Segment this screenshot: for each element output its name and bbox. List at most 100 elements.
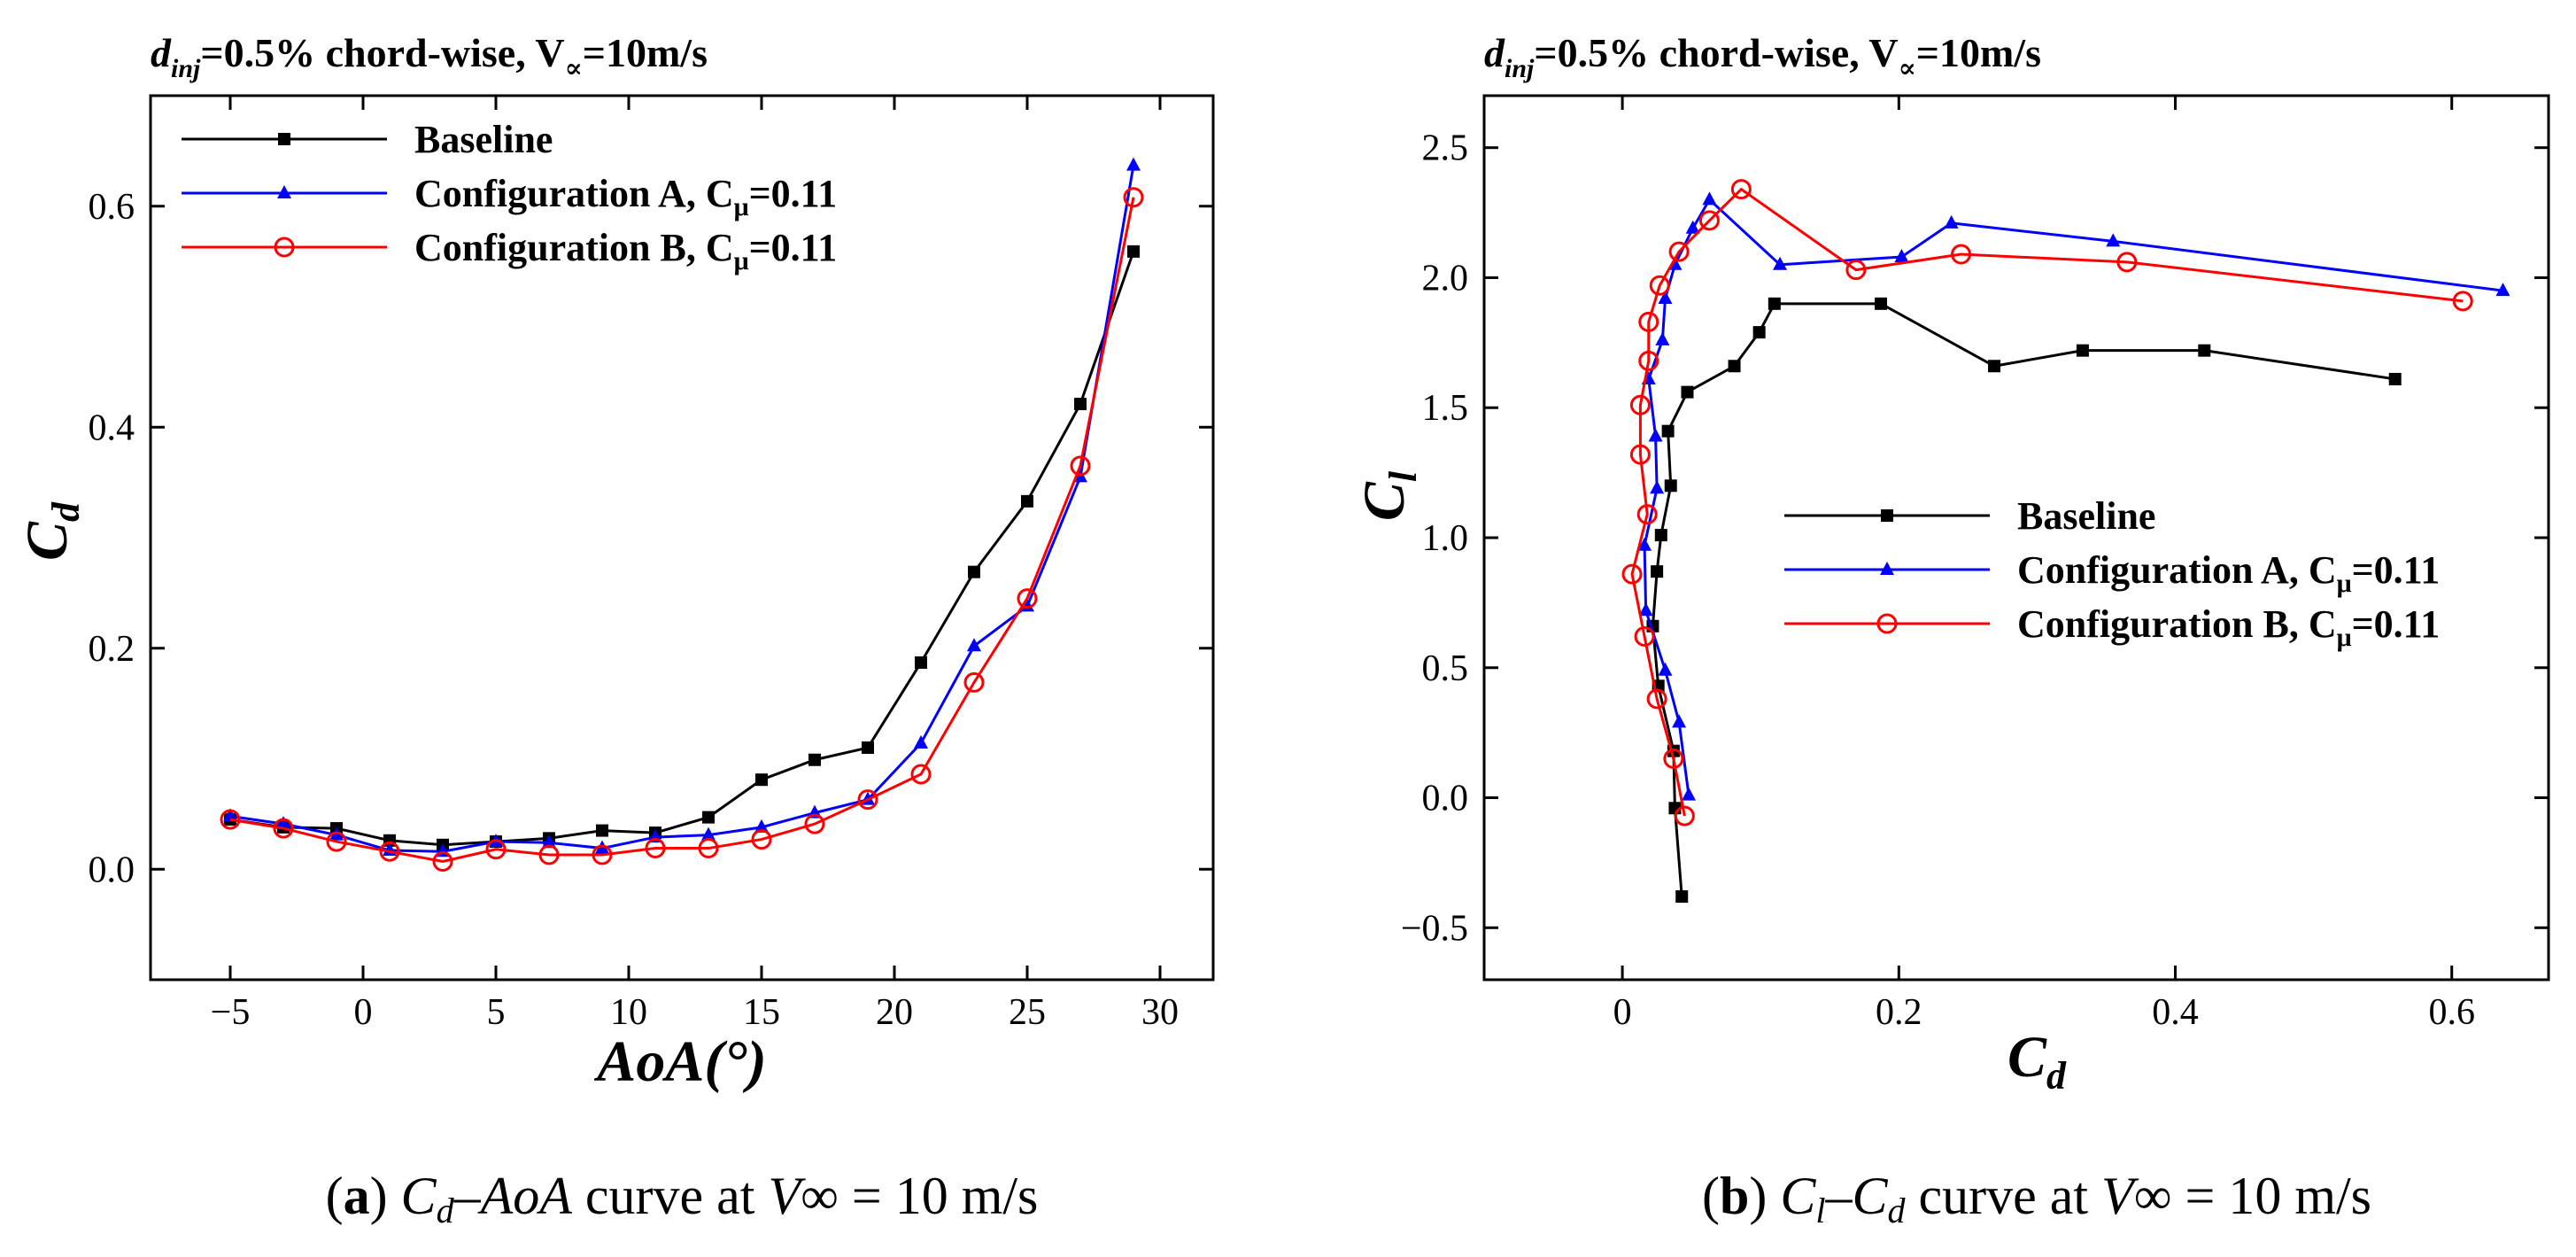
- panel-a-series-2-point: [1017, 588, 1038, 609]
- panel-a-x-tick-label: −5: [211, 992, 251, 1033]
- panel-b-series-2-point: [1636, 504, 1658, 525]
- panel-a-y-tick-label: 0.4: [89, 407, 135, 448]
- panel-a-series-0-point: [596, 824, 608, 837]
- panel-a-series-0-point: [808, 753, 821, 766]
- panel-a-x-tick-label: 15: [743, 992, 780, 1033]
- panel-b-legend-label-2: Configuration B, Cμ=0.11: [2017, 602, 2440, 652]
- panel-a-series-1-point: [967, 638, 981, 652]
- panel-a-series-1-point: [276, 816, 290, 830]
- panel-a-legend-marker-2: [274, 237, 295, 258]
- panel-a-legend: Baseline Configuration A, Cμ=0.11 Configur…: [182, 118, 837, 275]
- panel-b: dinj=0.5% chord-wise, V∝=10m/s 0 0.2 0.4 0.…: [1352, 30, 2550, 1230]
- panel-a-series-2-point: [645, 838, 666, 859]
- panel-a-title: dinj=0.5% chord-wise, V∝=10m/s: [151, 30, 708, 83]
- panel-a-series-0-point: [915, 656, 927, 669]
- panel-b-series-2-point: [1621, 563, 1643, 585]
- panel-b-series-0-point: [1681, 385, 1694, 399]
- panel-b-series-1: [1637, 191, 2510, 801]
- panel-a-series-0-point: [1127, 244, 1140, 258]
- panel-a-legend-label-0: Baseline: [414, 118, 553, 161]
- panel-b-x-tick-label: 0.6: [2428, 992, 2475, 1033]
- panel-b-series-1-point: [1650, 480, 1665, 494]
- panel-a: dinj=0.5% chord-wise, V∝=10m/s −5 0 5 10 15 2…: [15, 30, 1215, 1230]
- panel-a-x-tick-label: 25: [1009, 992, 1046, 1033]
- panel-b-series-1-point: [1658, 662, 1673, 676]
- panel-a-series-0-point: [968, 565, 980, 578]
- panel-b-x-axis-label: Cd: [2007, 1025, 2067, 1098]
- panel-a-series-2-point: [751, 829, 772, 850]
- panel-b-series-0-point: [1664, 479, 1677, 493]
- panel-b-series-0-point: [1728, 360, 1741, 373]
- panel-b-x-tick-label: 0.2: [1876, 992, 1922, 1033]
- panel-a-series-2-point: [379, 841, 400, 862]
- panel-b-plot-area: 0 0.2 0.4 0.6 −0.5 0.0 0.5 1.0 1.5 2.0 2.5: [1401, 94, 2550, 1033]
- panel-a-series-2-point: [432, 851, 453, 873]
- panel-a-y-axis-label: Cd: [15, 501, 88, 561]
- panel-b-legend: Baseline Configuration A, Cμ=0.11Configur…: [1784, 494, 2440, 652]
- panel-b-ticks: 0 0.2 0.4 0.6 −0.5 0.0 0.5 1.0 1.5 2.0 2.5: [1401, 96, 2549, 1033]
- panel-b-series-2: [1621, 179, 2473, 826]
- panel-a-series-2-point: [1070, 455, 1091, 477]
- panel-a-series-2-point: [963, 671, 985, 693]
- panel-a-series-2-point: [326, 831, 347, 852]
- panel-a-legend-label-2: Configuration B, Cμ=0.11: [414, 226, 837, 275]
- panel-a-series-1-point: [542, 834, 556, 849]
- panel-b-legend-marker-1: [1880, 562, 1894, 575]
- panel-b-series-2-point: [1629, 394, 1651, 415]
- panel-b-frame: [1482, 94, 2550, 982]
- panel-a-series-group: [220, 157, 1144, 873]
- panel-b-series-2-point: [1638, 350, 1659, 371]
- panel-a-series-2-point: [804, 813, 825, 834]
- panel-a-series-1-point: [1020, 598, 1034, 612]
- panel-a-series-2: [220, 187, 1144, 873]
- panel-a-series-1-point: [701, 826, 716, 841]
- panel-a-series-0-point: [862, 741, 874, 755]
- panel-a-series-2-point: [1123, 187, 1144, 208]
- panel-b-series-group: [1621, 179, 2510, 904]
- panel-a-x-tick-label: 5: [487, 992, 506, 1033]
- panel-b-series-0-point: [1654, 529, 1667, 542]
- panel-b-x-tick-label: 0: [1613, 992, 1632, 1033]
- panel-b-series-0-point: [1988, 360, 2001, 373]
- panel-b-y-tick-label: 1.5: [1422, 388, 1469, 429]
- panel-b-legend-marker-2: [1876, 613, 1898, 634]
- panel-a-x-tick-label: 0: [354, 992, 373, 1033]
- panel-a-ticks: −5 0 5 10 15 20 25 30 0.0 0.2 0.4 0.6: [89, 96, 1213, 1033]
- panel-a-series-0-point: [1021, 494, 1033, 508]
- panel-b-series-1-point: [1682, 787, 1697, 801]
- panel-a-x-tick-label: 20: [876, 992, 913, 1033]
- panel-a-series-2-point: [910, 764, 932, 785]
- panel-b-series-0-line: [1651, 302, 2395, 897]
- panel-b-series-0-point: [2388, 372, 2402, 385]
- panel-b-y-tick-label: −0.5: [1401, 908, 1468, 949]
- panel-b-series-2-point: [1845, 260, 1867, 281]
- panel-a-series-2-point: [698, 838, 719, 859]
- panel-a-series-2-point: [538, 844, 560, 865]
- panel-b-series-2-point: [1629, 444, 1651, 465]
- panel-b-series-1-point: [1944, 214, 1959, 229]
- panel-b-series-2-point: [1634, 626, 1655, 648]
- panel-b-series-1-point: [2106, 233, 2121, 247]
- panel-a-frame: [149, 94, 1215, 982]
- panel-a-series-2-point: [485, 839, 507, 860]
- panel-a-legend-label-1: Configuration A, Cμ=0.11: [414, 172, 837, 221]
- panel-b-series-0-point: [1752, 326, 1766, 339]
- panel-a-series-0-point: [702, 811, 715, 824]
- panel-b-series-2-point: [1730, 179, 1752, 200]
- panel-a-series-1-point: [223, 808, 237, 822]
- panel-b-y-tick-label: 2.0: [1422, 258, 1469, 299]
- panel-b-series-1-point: [1648, 428, 1663, 442]
- panel-b-series-2-point: [1663, 749, 1684, 769]
- panel-b-legend-label-0: Baseline: [2017, 494, 2155, 538]
- panel-a-y-tick-label: 0.6: [89, 187, 135, 228]
- panel-b-series-0-point: [2076, 344, 2089, 357]
- panel-a-legend-marker-0: [278, 133, 290, 145]
- panel-a-series-2-point: [857, 789, 878, 811]
- panel-b-caption: (b) Cl–Cd curve at V∞ = 10 m/s: [1702, 1167, 2371, 1230]
- panel-b-series-1-point: [1685, 220, 1700, 234]
- panel-a-plot-area: −5 0 5 10 15 20 25 30 0.0 0.2 0.4 0.6: [89, 94, 1215, 1033]
- panel-a-series-2-point: [220, 809, 241, 830]
- panel-b-y-tick-label: 0.0: [1422, 779, 1469, 819]
- panel-b-series-1-point: [1638, 602, 1653, 617]
